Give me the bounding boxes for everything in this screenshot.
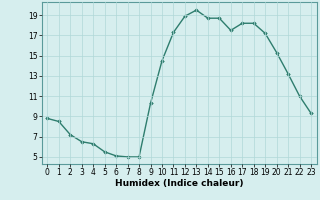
X-axis label: Humidex (Indice chaleur): Humidex (Indice chaleur) (115, 179, 244, 188)
